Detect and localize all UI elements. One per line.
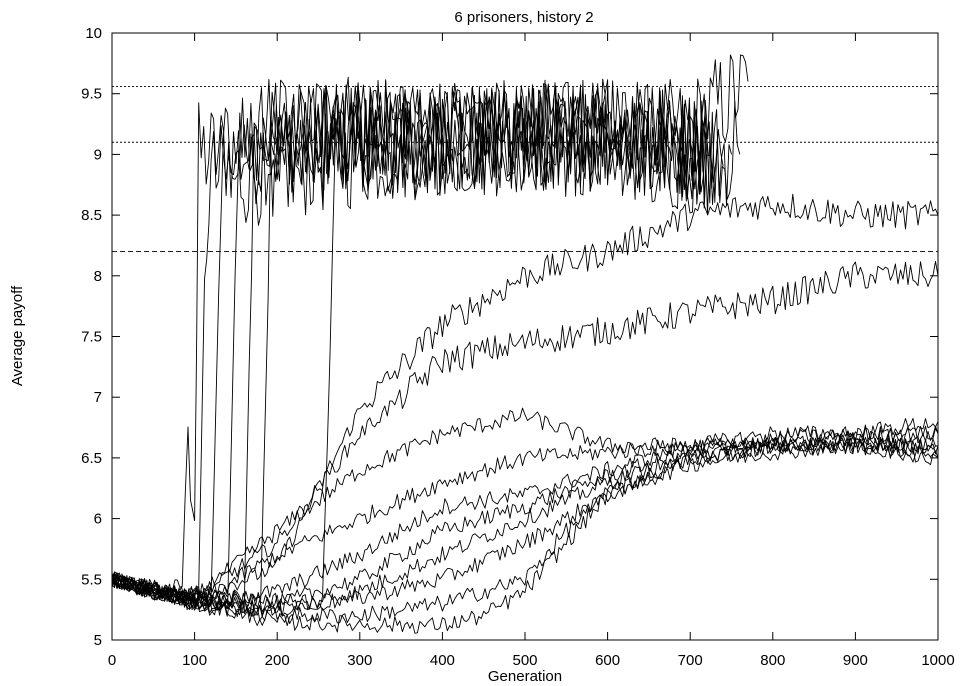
x-tick-label: 0 (108, 652, 116, 669)
y-tick-label: 5 (94, 632, 102, 649)
y-tick-label: 7 (94, 389, 102, 406)
y-tick-label: 6 (94, 511, 102, 528)
series-line (111, 425, 939, 613)
y-tick-label: 7.5 (81, 329, 102, 346)
y-tick-label: 9 (94, 146, 102, 163)
x-tick-label: 300 (347, 652, 372, 669)
series-layer (111, 54, 939, 634)
series-line (111, 437, 939, 625)
y-tick-label: 8.5 (81, 207, 102, 224)
y-axis: 5 5.5 6 6.5 7 7.5 8 8.5 9 9.5 10 (81, 25, 938, 649)
series-line (111, 436, 939, 634)
series-line (111, 193, 939, 602)
x-tick-label: 200 (265, 652, 290, 669)
chart-title: 6 prisoners, history 2 (454, 9, 593, 26)
y-tick-label: 8 (94, 268, 102, 285)
y-tick-label: 6.5 (81, 450, 102, 467)
y-tick-label: 5.5 (81, 571, 102, 588)
x-tick-label: 500 (512, 652, 537, 669)
x-axis-label: Generation (488, 668, 562, 685)
x-tick-label: 1000 (921, 652, 954, 669)
y-tick-label: 10 (85, 25, 102, 42)
x-axis: 0 100 200 300 400 500 600 700 800 900 1000 (108, 33, 955, 669)
x-tick-label: 100 (182, 652, 207, 669)
series-line (111, 437, 939, 618)
x-tick-label: 700 (678, 652, 703, 669)
series-line (111, 260, 939, 604)
x-tick-label: 600 (595, 652, 620, 669)
series-line (111, 437, 939, 607)
y-tick-label: 9.5 (81, 86, 102, 103)
series-line (111, 417, 939, 610)
y-axis-label: Average payoff (9, 285, 26, 386)
x-tick-label: 400 (430, 652, 455, 669)
series-line (111, 76, 708, 611)
series-line (111, 432, 939, 617)
x-tick-label: 800 (760, 652, 785, 669)
x-tick-label: 900 (843, 652, 868, 669)
